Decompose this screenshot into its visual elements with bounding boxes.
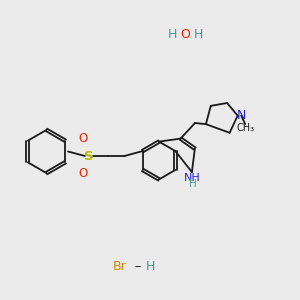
Text: Br: Br [113,260,127,274]
Text: O: O [79,132,88,145]
Text: NH: NH [184,173,200,183]
Text: H: H [193,28,203,41]
Text: O: O [79,167,88,180]
Text: S: S [84,149,93,163]
Text: –: – [135,260,141,274]
Text: O: O [181,28,190,41]
Text: N: N [237,109,246,122]
Text: H: H [189,179,196,189]
Text: H: H [168,28,177,41]
Text: CH₃: CH₃ [237,123,255,133]
Text: H: H [145,260,155,274]
